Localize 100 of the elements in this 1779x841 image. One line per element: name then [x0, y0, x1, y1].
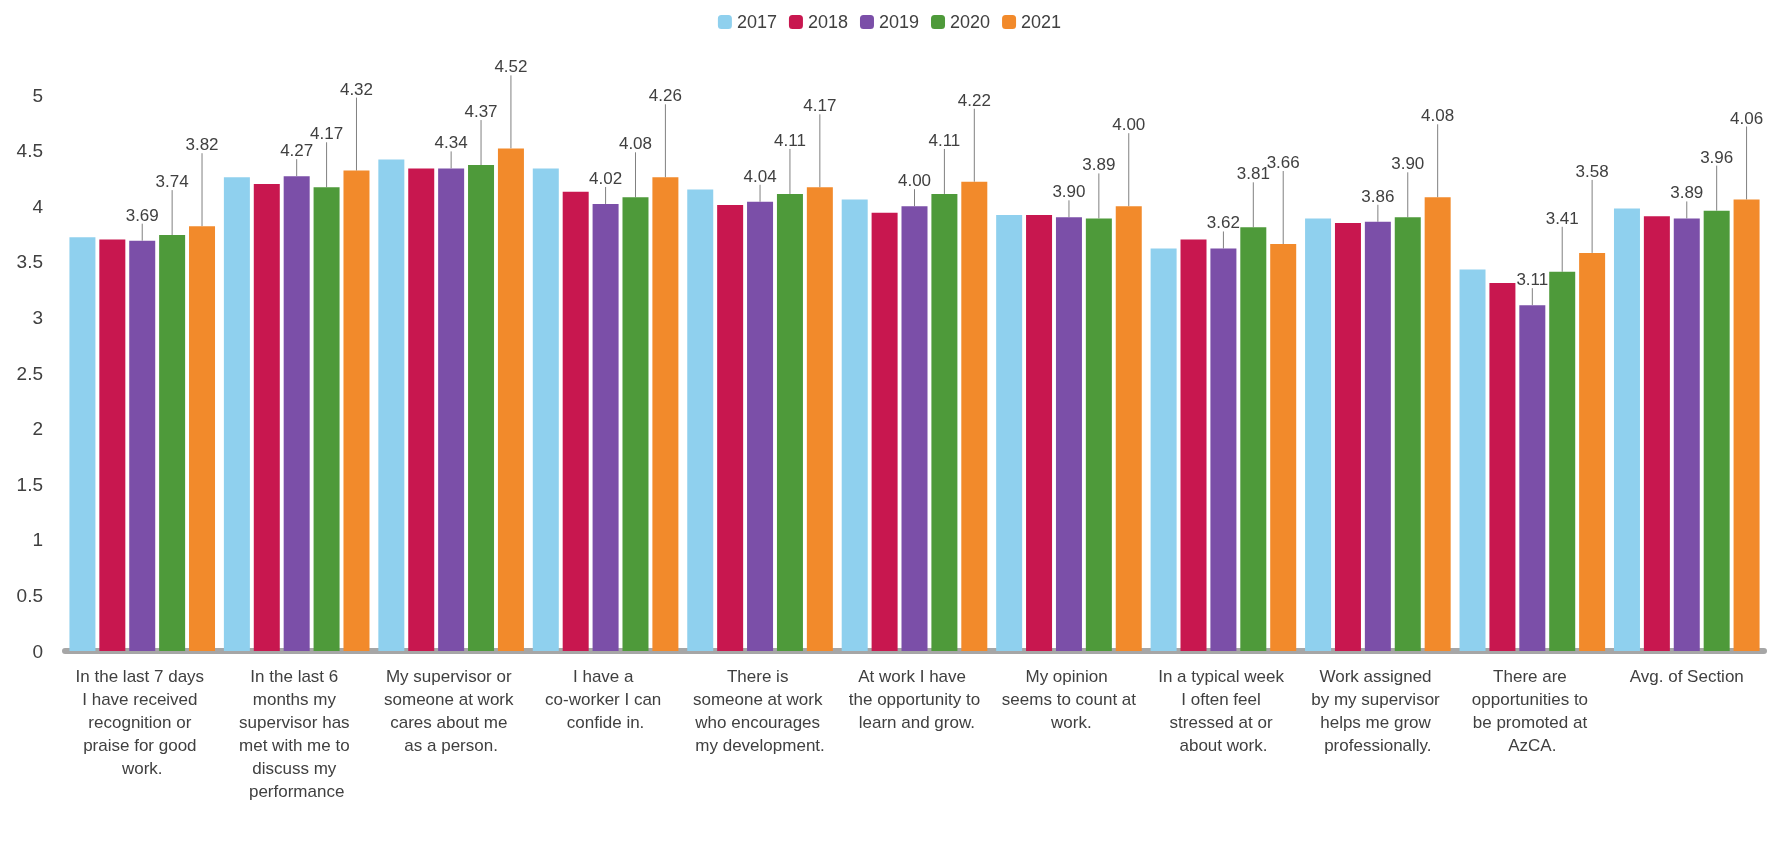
bar	[1364, 221, 1391, 651]
bar	[1549, 271, 1576, 651]
bar	[223, 177, 250, 651]
y-tick-label: 1.5	[16, 473, 43, 495]
data-label: 4.00	[897, 171, 932, 191]
data-label: 4.22	[957, 90, 991, 110]
bar	[1394, 217, 1421, 651]
y-tick-label: 4	[32, 195, 44, 217]
bar	[438, 168, 465, 651]
data-label: 3.11	[1516, 270, 1549, 290]
bar	[313, 187, 340, 651]
data-label: 3.90	[1391, 154, 1425, 174]
x-tick-label: In the last 7 days I have received recognition or praise for good work.	[75, 667, 209, 778]
data-label: 3.74	[155, 172, 189, 192]
bar	[776, 193, 803, 651]
data-label: 4.08	[618, 134, 653, 154]
legend-label: 2017	[736, 12, 777, 32]
bar	[996, 215, 1023, 651]
bar	[652, 177, 679, 651]
bar	[1305, 218, 1332, 651]
bar	[253, 183, 280, 651]
data-label: 3.41	[1545, 208, 1579, 228]
bar	[408, 168, 435, 651]
data-label: 3.86	[1361, 186, 1395, 206]
data-label: 3.69	[125, 205, 159, 225]
data-label: 4.52	[494, 57, 528, 77]
bar	[871, 212, 898, 651]
bar	[1703, 210, 1730, 651]
bar	[468, 165, 495, 651]
data-label: 4.06	[1730, 108, 1764, 128]
bar	[1643, 216, 1670, 651]
bar	[1115, 206, 1142, 651]
data-label: 4.17	[310, 124, 344, 144]
bar	[747, 201, 774, 651]
legend-label: 2021	[1021, 12, 1062, 32]
bar	[159, 235, 186, 651]
data-label: 4.08	[1421, 106, 1455, 126]
y-tick-label: 1	[32, 529, 43, 551]
bar	[901, 206, 928, 651]
legend-label: 2019	[878, 12, 920, 32]
bar	[1210, 248, 1237, 651]
x-tick-label: I have a co-worker I can confide in.	[545, 667, 667, 732]
y-tick-label: 2.5	[16, 362, 43, 384]
bar	[622, 197, 649, 651]
bar	[343, 170, 370, 651]
legend-label: 2020	[950, 12, 991, 32]
x-tick-label: Work assigned by my supervisor helps me grow professionally.	[1311, 667, 1445, 755]
bar	[592, 203, 619, 651]
bar	[961, 181, 988, 651]
bar	[1489, 282, 1516, 651]
bar	[1085, 218, 1112, 651]
data-label: 4.26	[648, 86, 682, 106]
legend-label: 2018	[807, 12, 848, 32]
y-tick-label: 2	[32, 418, 43, 440]
bar	[129, 240, 156, 651]
y-tick-label: 0.5	[16, 584, 43, 606]
x-tick-label: Avg. of Section	[1629, 667, 1744, 686]
bar	[931, 193, 958, 651]
bar	[497, 148, 524, 651]
x-tick-label: My opinion seems to count at work.	[1001, 667, 1137, 732]
bar	[283, 176, 310, 651]
bar	[378, 159, 405, 651]
data-label: 4.17	[803, 96, 837, 116]
bar	[1733, 199, 1760, 651]
bar	[806, 187, 833, 651]
x-tick-label: There is someone at work who encourages my development.	[692, 667, 828, 755]
bar	[1579, 252, 1606, 651]
data-label: 3.90	[1052, 182, 1086, 202]
bar	[1673, 218, 1700, 651]
data-label: 4.27	[280, 141, 314, 161]
bar	[1055, 217, 1082, 651]
y-tick-label: 5	[32, 84, 43, 106]
data-label: 4.04	[743, 166, 777, 186]
data-label: 4.34	[434, 133, 468, 153]
data-label: 3.89	[1670, 183, 1704, 203]
data-label: 3.58	[1575, 161, 1609, 181]
bar	[189, 226, 216, 651]
data-label: 3.62	[1206, 213, 1240, 233]
bar	[717, 205, 744, 651]
data-label: 3.89	[1082, 155, 1116, 175]
bar	[1334, 222, 1361, 651]
bar	[1459, 269, 1486, 651]
bar	[532, 168, 559, 651]
bar	[841, 199, 868, 651]
bar	[1613, 208, 1640, 651]
bar	[1519, 305, 1546, 651]
y-tick-label: 0	[32, 640, 43, 662]
data-label: 3.82	[185, 135, 219, 155]
data-label: 4.02	[589, 168, 623, 188]
x-tick-label: In the last 6 months my supervisor has met with me to discuss my performance	[239, 667, 355, 801]
data-label: 3.96	[1700, 147, 1734, 167]
x-tick-label: There are opportunities to be promoted at AzCA.	[1471, 667, 1593, 755]
bar	[1180, 239, 1207, 651]
bar	[99, 239, 126, 651]
bar	[1270, 244, 1297, 651]
x-tick-label: In a typical week I often feel stressed at or about work.	[1158, 667, 1289, 755]
data-label: 4.00	[1112, 115, 1146, 135]
data-label: 4.37	[464, 102, 498, 122]
bar	[69, 237, 96, 651]
bar	[687, 189, 714, 651]
